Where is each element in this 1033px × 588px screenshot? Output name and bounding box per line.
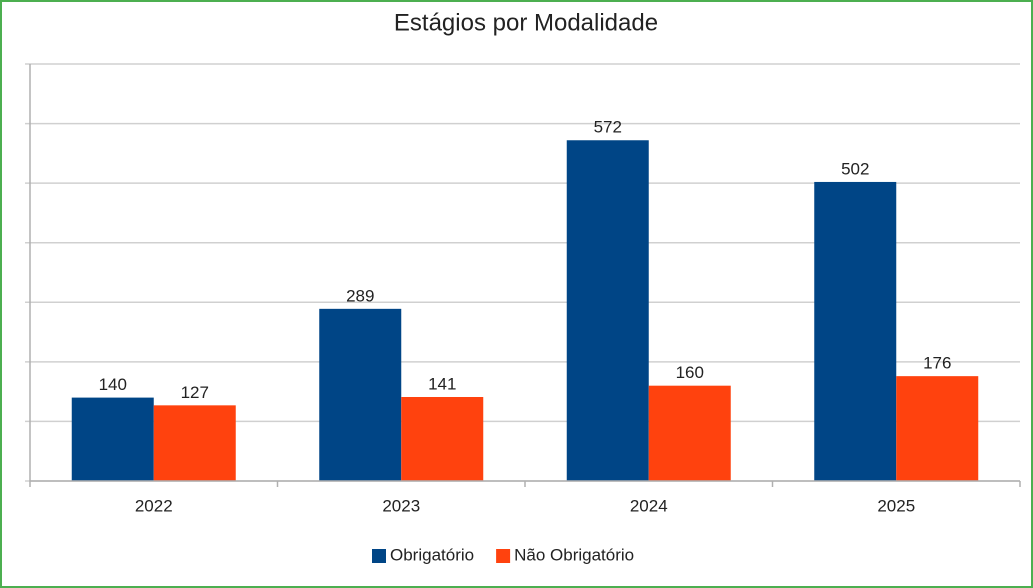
- data-label: 127: [181, 383, 209, 402]
- bar: [71, 397, 154, 481]
- x-tick-label: 2022: [135, 496, 173, 515]
- data-label: 141: [428, 374, 456, 393]
- x-tick-label: 2025: [877, 496, 915, 515]
- data-label: 140: [99, 375, 127, 394]
- chart-title: Estágios por Modalidade: [394, 9, 658, 36]
- bar: [319, 308, 402, 481]
- x-tick-label: 2023: [382, 496, 420, 515]
- legend-label: Não Obrigatório: [514, 545, 634, 564]
- bar: [814, 181, 897, 482]
- bar: [896, 376, 979, 481]
- bar: [153, 405, 236, 481]
- legend-label: Obrigatório: [390, 545, 474, 564]
- legend-swatch: [372, 549, 386, 563]
- data-label: 572: [594, 118, 622, 137]
- legend-swatch: [496, 549, 511, 563]
- bar: [401, 397, 484, 481]
- data-label: 176: [923, 354, 951, 373]
- x-tick-label: 2024: [630, 496, 668, 515]
- bar: [648, 385, 731, 481]
- data-label: 502: [841, 159, 869, 178]
- data-label: 289: [346, 286, 374, 305]
- bar: [566, 140, 649, 481]
- data-label: 160: [676, 363, 704, 382]
